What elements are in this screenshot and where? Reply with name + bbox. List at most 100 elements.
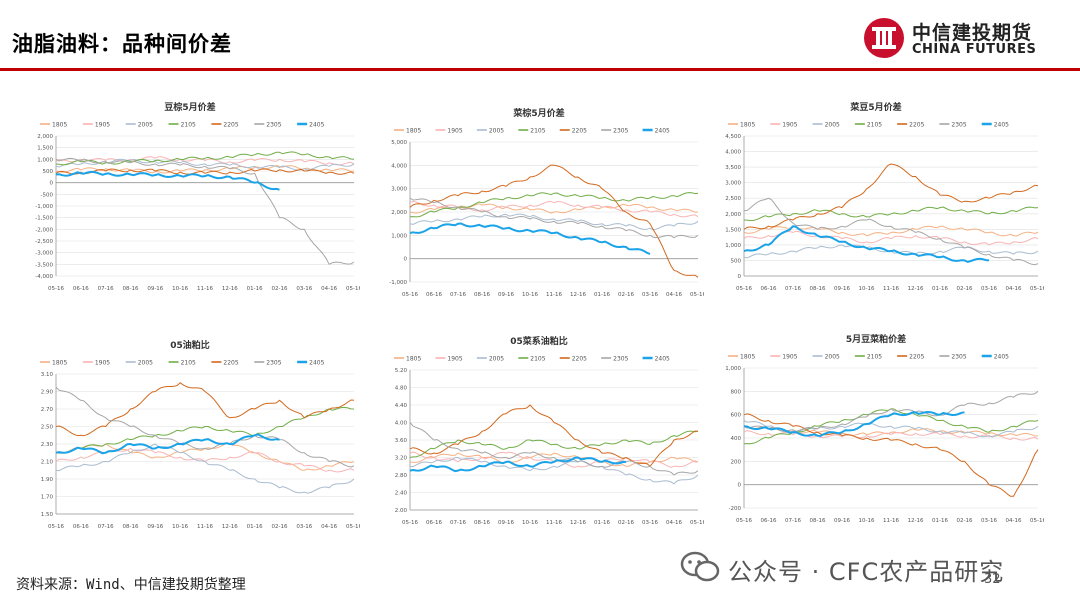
- legend-label-2305: 2305: [613, 356, 628, 363]
- legend-label-2305: 2305: [951, 354, 966, 361]
- legend-label-1805: 1805: [52, 122, 67, 129]
- x-tick-label: 01-16: [594, 520, 610, 526]
- legend-label-2405: 2405: [994, 354, 1009, 361]
- y-tick-label: 2.70: [41, 407, 54, 413]
- legend-label-1805: 1805: [740, 354, 755, 361]
- x-tick-label: 08-16: [123, 286, 139, 292]
- watermark-text: 公众号 · CFC农产品研究: [728, 558, 1005, 586]
- y-tick-label: 4.80: [395, 386, 408, 392]
- y-tick-label: 3,000: [391, 187, 407, 193]
- series-line-2005: [409, 457, 699, 485]
- legend-label-1805: 1805: [406, 356, 421, 363]
- series-line-2405: [55, 170, 280, 191]
- legend-label-2005: 2005: [489, 128, 504, 135]
- legend-label-1805: 1805: [52, 360, 67, 367]
- x-tick-label: 04-16: [1006, 286, 1022, 292]
- series-line-2305: [743, 197, 1039, 266]
- y-tick-label: 600: [731, 413, 742, 419]
- x-tick-label: 03-16: [296, 524, 312, 530]
- x-tick-label: 05-16: [736, 286, 752, 292]
- legend-label-2405: 2405: [309, 122, 324, 129]
- x-tick-label: 12-16: [908, 286, 924, 292]
- chart-rapeseed-palm-spread: 菜棕5月价差 1805 1905 2005 2105 2205 2305 2405 5,000 4…: [389, 107, 704, 298]
- y-tick-label: 800: [731, 389, 742, 395]
- y-tick-label: -200: [729, 506, 742, 512]
- series-line-2005: [55, 443, 355, 494]
- chart-title: 菜豆5月价差: [849, 101, 901, 113]
- x-tick-label: 06-16: [73, 524, 89, 530]
- x-tick-label: 03-16: [642, 292, 658, 298]
- x-tick-label: 03-16: [981, 286, 997, 292]
- legend-label-2305: 2305: [951, 122, 966, 129]
- x-tick-label: 01-16: [247, 524, 263, 530]
- x-tick-label: 01-16: [932, 286, 948, 292]
- wechat-watermark: 公众号 · CFC农产品研究: [680, 550, 1060, 586]
- x-tick-label: 07-16: [785, 286, 801, 292]
- series-line-2405: [743, 225, 990, 263]
- chart-rapeseed-oil-meal-ratio: 05菜系油粕比 1805 1905 2005 2105 2205 2305 2405 5.20 4…: [394, 335, 704, 526]
- page-title: 油脂油料：品种间价差: [12, 32, 232, 56]
- x-tick-label: 02-16: [272, 524, 288, 530]
- y-tick-label: 1,000: [37, 157, 53, 163]
- x-tick-label: 02-16: [272, 286, 288, 292]
- legend-label-2005: 2005: [489, 356, 504, 363]
- series-line-2405: [743, 411, 965, 437]
- x-tick-label: 09-16: [834, 286, 850, 292]
- x-tick-label: 06-16: [426, 520, 442, 526]
- y-tick-label: 4,500: [725, 134, 741, 140]
- legend-label-1805: 1805: [406, 128, 421, 135]
- y-tick-label: -3,500: [35, 262, 53, 268]
- x-tick-label: 11-16: [546, 292, 562, 298]
- series-line-2305: [55, 157, 355, 265]
- y-tick-label: 2.50: [41, 425, 54, 431]
- x-tick-label: 09-16: [147, 524, 163, 530]
- x-tick-label: 05-16: [346, 286, 360, 292]
- y-tick-label: 0: [738, 483, 742, 489]
- x-tick-label: 10-16: [859, 518, 875, 524]
- x-tick-label: 01-16: [247, 286, 263, 292]
- x-tick-label: 06-16: [426, 292, 442, 298]
- x-tick-label: 11-16: [197, 524, 213, 530]
- x-tick-label: 10-16: [522, 292, 538, 298]
- legend-label-2105: 2105: [181, 122, 196, 129]
- y-tick-label: -1,000: [35, 204, 53, 210]
- x-tick-label: 09-16: [498, 292, 514, 298]
- y-tick-label: 2.00: [395, 508, 408, 514]
- y-tick-label: 0: [738, 274, 742, 280]
- chart-title: 5月豆菜粕价差: [846, 333, 906, 345]
- legend-label-2405: 2405: [994, 122, 1009, 129]
- series-line-2205: [743, 163, 1039, 230]
- y-tick-label: 3,500: [725, 165, 741, 171]
- legend-label-2105: 2105: [181, 360, 196, 367]
- legend-label-2105: 2105: [867, 354, 882, 361]
- series-line-2105: [743, 206, 1039, 222]
- y-tick-label: 5.20: [395, 368, 408, 374]
- x-tick-label: 11-16: [883, 286, 899, 292]
- x-tick-label: 09-16: [834, 518, 850, 524]
- x-tick-label: 07-16: [450, 292, 466, 298]
- x-tick-label: 10-16: [859, 286, 875, 292]
- x-tick-label: 11-16: [197, 286, 213, 292]
- series-line-2305: [409, 197, 699, 239]
- y-tick-label: 3.10: [41, 372, 54, 378]
- x-tick-label: 05-16: [402, 292, 418, 298]
- y-tick-label: 1,500: [37, 146, 53, 152]
- legend-label-2405: 2405: [655, 128, 670, 135]
- x-tick-label: 09-16: [147, 286, 163, 292]
- y-tick-label: 2,000: [37, 134, 53, 140]
- x-tick-label: 02-16: [618, 292, 634, 298]
- series-line-2305: [743, 390, 1039, 432]
- y-tick-label: 2.30: [41, 442, 54, 448]
- series-line-1905: [55, 156, 355, 166]
- chart-soy-rape-meal-spread: 5月豆菜粕价差 1805 1905 2005 2105 2205 2305 2405 1,000…: [725, 333, 1044, 524]
- series-line-1905: [743, 230, 1039, 246]
- legend-label-2305: 2305: [266, 360, 281, 367]
- legend-label-2205: 2205: [572, 356, 587, 363]
- x-tick-label: 07-16: [98, 524, 114, 530]
- x-tick-label: 05-16: [736, 518, 752, 524]
- series-line-1805: [743, 425, 1039, 437]
- header-divider: [0, 68, 1080, 71]
- x-tick-label: 03-16: [981, 518, 997, 524]
- chart-title: 菜棕5月价差: [512, 107, 564, 119]
- company-logo: 中信建投期货 CHINA FUTURES: [862, 16, 1072, 62]
